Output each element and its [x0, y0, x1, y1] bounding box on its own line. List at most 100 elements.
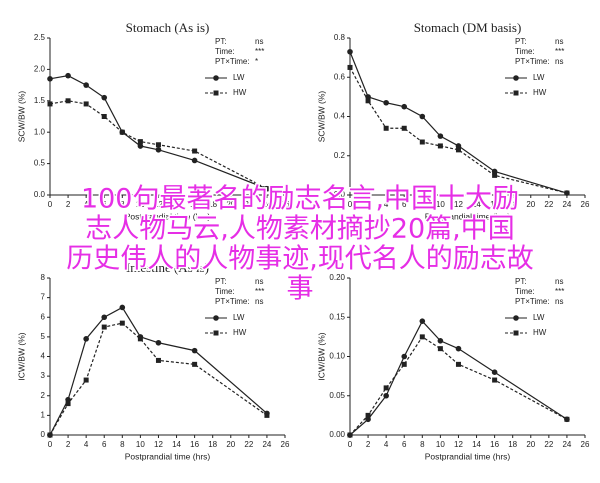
y-tick-label: 4 [41, 352, 46, 361]
y-tick-label: 1.0 [34, 127, 46, 136]
marker [419, 113, 426, 120]
stat-label: PT: [515, 277, 527, 286]
series-line [349, 336, 568, 436]
x-tick-label: 18 [208, 200, 217, 209]
marker [383, 125, 389, 131]
legend-label: HW [233, 328, 247, 337]
marker [65, 72, 71, 79]
x-tick-label: 8 [120, 200, 125, 209]
x-tick-label: 22 [544, 440, 553, 449]
stat-value: ns [555, 57, 563, 66]
y-tick-label: 0.10 [329, 352, 345, 361]
y-tick-label: 2.5 [34, 33, 46, 42]
x-tick-label: 14 [472, 200, 481, 209]
marker [419, 139, 425, 145]
y-tick-label: 0 [41, 430, 46, 439]
stat-label: PT: [215, 277, 227, 286]
y-tick-label: 0.5 [34, 159, 46, 168]
overlay-text: 历史伟人的人物事迹,现代名人的励志故 [66, 244, 534, 275]
x-tick-label: 16 [490, 440, 499, 449]
y-tick-label: 3 [41, 371, 46, 380]
chart-title: Intestine (As is) [126, 260, 209, 275]
marker [47, 76, 53, 82]
marker [383, 99, 389, 106]
chart-title: Stomach (DM basis) [414, 20, 522, 35]
marker [137, 139, 143, 145]
marker [83, 82, 89, 88]
legend-label: HW [533, 88, 547, 97]
y-tick-label: 6 [41, 312, 46, 321]
y-tick-label: 1.5 [34, 96, 46, 105]
x-tick-label: 10 [136, 200, 145, 209]
marker [365, 412, 371, 418]
marker [264, 412, 270, 418]
legend-marker [513, 90, 519, 96]
x-tick-label: 12 [154, 200, 163, 209]
x-tick-label: 0 [348, 440, 353, 449]
marker [492, 172, 498, 178]
x-tick-label: 4 [384, 200, 389, 209]
marker [47, 432, 53, 438]
marker [401, 353, 408, 360]
y-tick-label: 0.2 [334, 151, 346, 160]
y-tick-label: 2 [41, 391, 46, 400]
chart-title: Stomach (As is) [126, 20, 210, 35]
y-tick-label: 5 [41, 332, 46, 341]
x-tick-label: 8 [420, 440, 425, 449]
stat-value: * [255, 57, 258, 66]
marker [347, 48, 353, 55]
x-tick-label: 26 [581, 200, 590, 209]
marker [437, 346, 443, 352]
x-tick-label: 16 [190, 200, 199, 209]
legend-marker [513, 75, 519, 81]
series-line [349, 67, 568, 194]
marker [347, 432, 353, 438]
x-tick-label: 8 [120, 440, 125, 449]
x-tick-label: 6 [102, 200, 107, 209]
marker [101, 94, 108, 101]
marker [437, 133, 444, 139]
x-tick-label: 16 [490, 200, 499, 209]
legend-marker [213, 330, 219, 336]
marker [137, 336, 143, 342]
marker [491, 369, 498, 376]
x-tick-label: 24 [262, 440, 271, 449]
y-axis-label: ICW/BW (%) [16, 332, 26, 380]
x-tick-label: 0 [348, 200, 353, 209]
marker [155, 339, 162, 346]
marker [191, 157, 198, 164]
x-tick-label: 10 [436, 440, 445, 449]
legend-marker [213, 75, 219, 81]
marker [437, 143, 443, 149]
stat-value: ns [255, 297, 263, 306]
y-tick-label: 0.05 [329, 391, 345, 400]
marker [119, 320, 125, 326]
x-tick-label: 22 [544, 200, 553, 209]
x-tick-label: 20 [526, 440, 535, 449]
marker [419, 334, 425, 340]
stat-label: Time: [515, 47, 535, 56]
marker [455, 147, 461, 153]
x-tick-label: 18 [508, 440, 517, 449]
marker [455, 361, 461, 367]
marker [83, 336, 89, 342]
x-tick-label: 18 [508, 200, 517, 209]
marker [401, 125, 407, 131]
marker [119, 129, 125, 135]
y-tick-label: 0.15 [329, 312, 345, 321]
marker [137, 143, 144, 149]
stat-label: PT×Time: [515, 297, 550, 306]
marker [564, 416, 570, 422]
x-tick-label: 4 [384, 440, 389, 449]
overlay-text: 志人物马云,人物素材摘抄20篇,中国 [85, 214, 515, 245]
stat-label: Time: [215, 47, 235, 56]
marker [492, 377, 498, 383]
x-tick-label: 12 [454, 200, 463, 209]
legend-marker [513, 315, 519, 321]
x-tick-label: 14 [172, 200, 181, 209]
marker [119, 304, 126, 311]
marker [365, 98, 371, 104]
marker [191, 347, 198, 354]
x-tick-label: 10 [136, 440, 145, 449]
x-tick-label: 6 [402, 200, 407, 209]
